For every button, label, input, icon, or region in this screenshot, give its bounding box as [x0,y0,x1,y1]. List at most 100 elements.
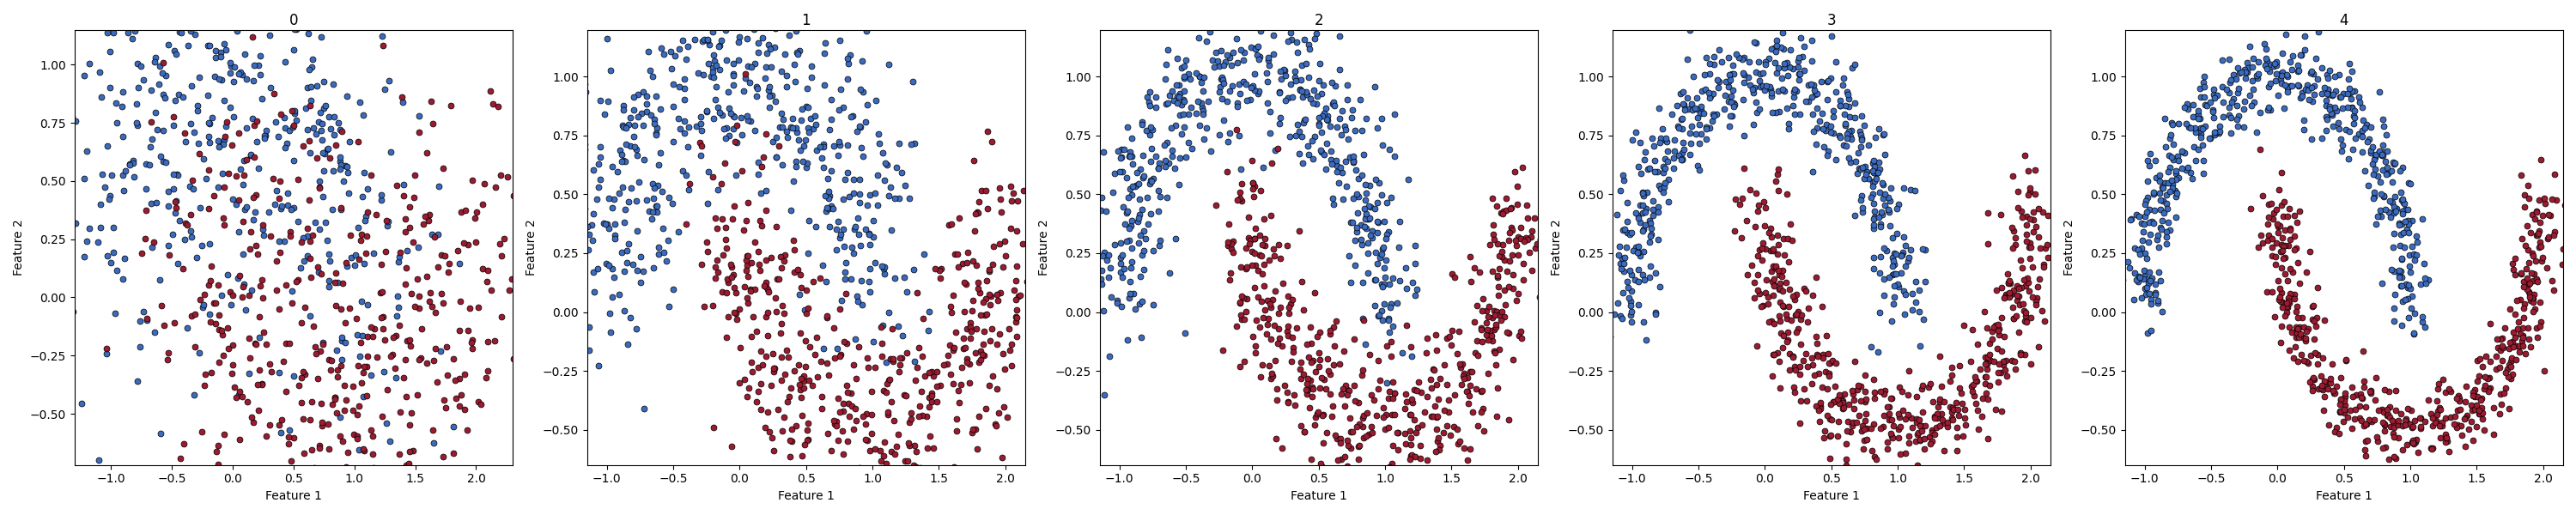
Point [1146,99,1188,107]
Point [2128,205,2169,214]
Point [1257,339,1298,348]
Point [2496,341,2537,350]
Point [1757,250,1798,258]
Point [2182,141,2223,149]
Point [1785,97,1826,105]
Point [1721,56,1762,64]
Point [2439,422,2481,430]
Point [402,505,443,513]
Point [1793,127,1834,135]
Point [428,260,469,268]
Point [1801,383,1842,391]
Point [201,331,242,339]
Point [263,357,304,366]
Point [848,436,889,444]
Point [1620,169,1662,178]
Point [1710,112,1752,120]
Point [1522,303,1564,311]
Point [1363,264,1404,272]
Point [1311,402,1352,410]
Point [2476,365,2517,373]
Point [2488,305,2530,313]
Point [951,428,992,437]
Point [585,110,626,118]
Point [1386,440,1427,448]
Point [742,221,783,230]
Point [250,31,291,40]
Point [1079,275,1121,283]
Point [1316,456,1358,464]
Point [1285,390,1327,398]
Point [781,452,822,460]
Point [688,199,729,207]
Point [1303,411,1345,419]
Point [737,48,778,57]
Point [781,386,822,394]
Point [1873,422,1914,430]
Point [2517,333,2558,341]
Point [1414,331,1455,339]
Point [2311,359,2352,368]
Point [1463,426,1504,435]
Point [2223,123,2264,131]
X-axis label: Feature 1: Feature 1 [1291,490,1347,502]
Point [2228,64,2269,72]
Point [837,230,878,238]
Point [742,34,783,42]
Point [448,240,489,248]
Point [938,399,979,407]
Point [2138,171,2179,179]
Point [2499,318,2540,326]
Point [1319,178,1360,186]
Point [1182,135,1224,144]
Point [744,313,786,321]
Point [706,134,747,142]
Point [603,101,644,110]
Point [1417,437,1458,445]
Point [368,217,410,226]
Point [1280,85,1321,93]
Point [971,325,1012,333]
Point [1811,74,1852,82]
Point [412,356,453,364]
Point [2344,403,2385,411]
Point [1819,102,1860,110]
Point [85,350,126,358]
Point [1020,216,1061,224]
Point [283,256,325,265]
Point [283,142,325,150]
Point [2303,406,2344,414]
Point [595,234,636,243]
Point [958,279,999,287]
Point [142,302,183,310]
Point [234,340,276,349]
Point [2177,112,2218,120]
Point [845,420,886,428]
Point [1731,85,1772,94]
Point [224,305,265,314]
Point [1249,61,1291,69]
Point [2285,85,2326,93]
Point [1669,129,1710,138]
Point [1801,402,1842,410]
Point [912,444,953,452]
Point [1162,101,1203,109]
Point [744,470,786,478]
Point [1878,280,1919,288]
Point [2159,119,2200,128]
Point [1723,79,1765,87]
Point [1832,389,1873,398]
Point [1108,236,1149,244]
Point [1082,307,1123,315]
Point [706,274,747,283]
Point [533,202,574,211]
Point [693,28,734,36]
Point [299,444,340,453]
Point [2365,158,2406,166]
Point [322,437,363,445]
Point [1685,85,1726,93]
Point [2393,256,2434,264]
Point [832,112,873,120]
Point [386,392,428,401]
Point [1999,349,2040,357]
